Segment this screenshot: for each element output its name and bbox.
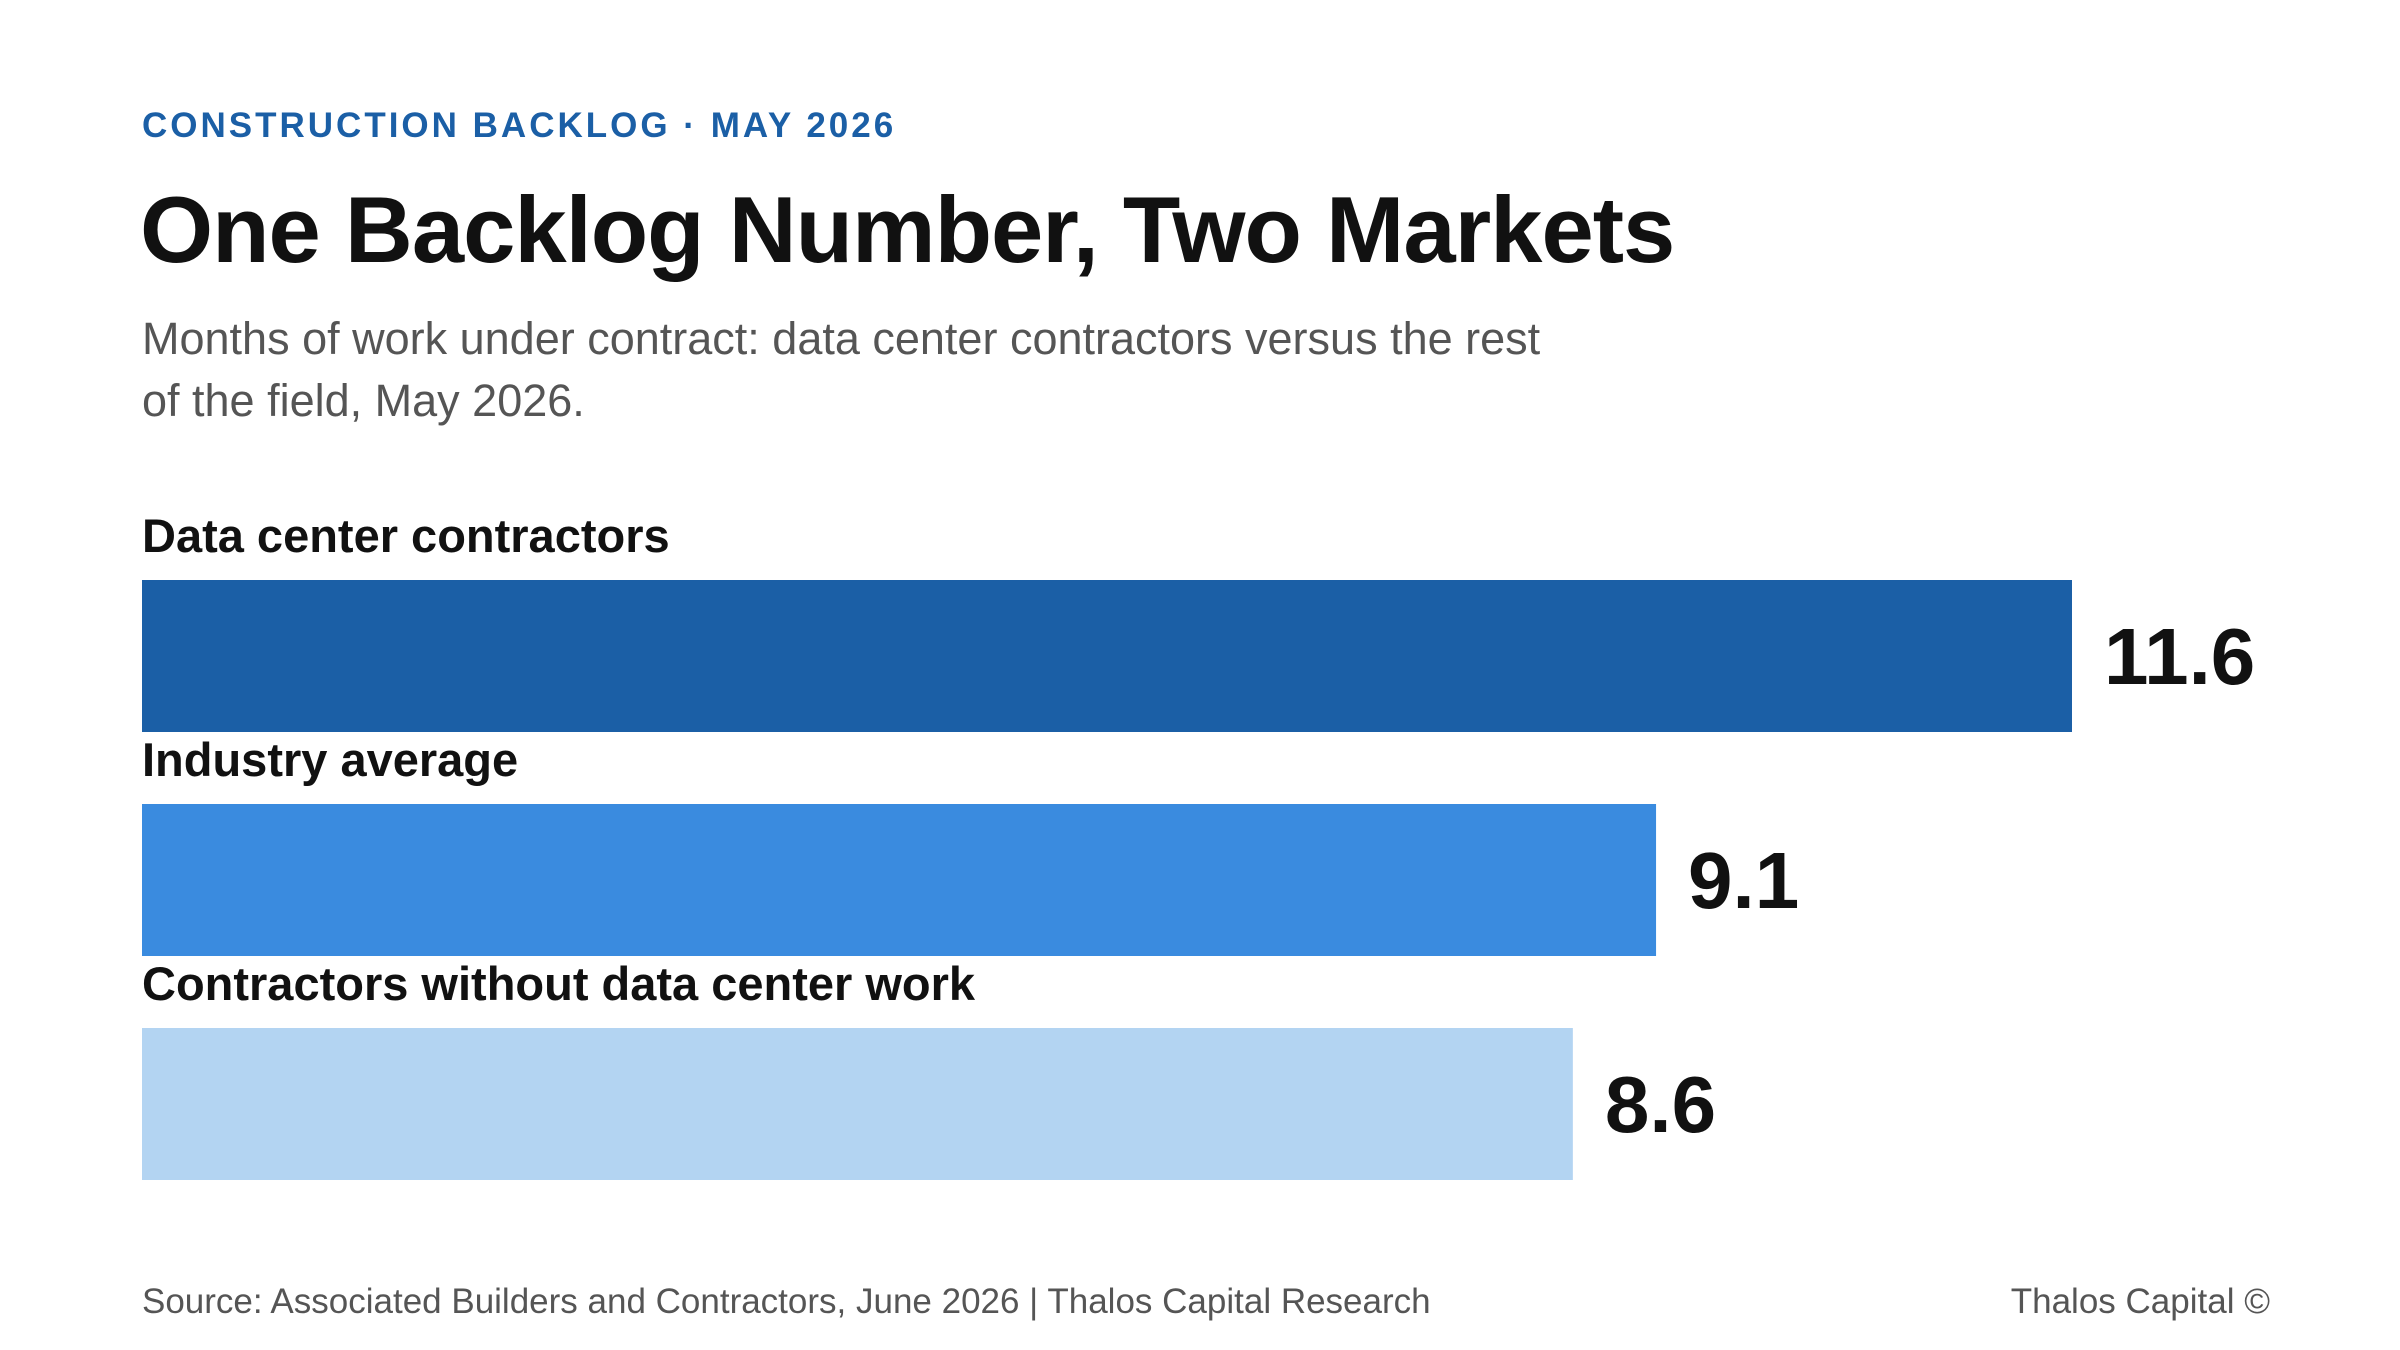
bar: [142, 804, 1657, 956]
category-label: Contractors without data center work: [142, 957, 976, 1010]
brand-credit: Thalos Capital ©: [2010, 1282, 2270, 1321]
value-label: 8.6: [1605, 1060, 1716, 1149]
chart-eyebrow: CONSTRUCTION BACKLOG · MAY 2026: [142, 106, 897, 145]
chart-subtitle: Months of work under contract: data cent…: [142, 313, 1541, 426]
bar: [142, 580, 2072, 732]
chart-title: One Backlog Number, Two Markets: [140, 177, 1675, 282]
value-label: 11.6: [2104, 612, 2255, 701]
bar: [142, 1028, 1573, 1180]
category-label: Data center contractors: [142, 509, 670, 562]
value-label: 9.1: [1688, 836, 1799, 925]
category-label: Industry average: [142, 733, 518, 786]
source-note: Source: Associated Builders and Contract…: [142, 1282, 1431, 1321]
